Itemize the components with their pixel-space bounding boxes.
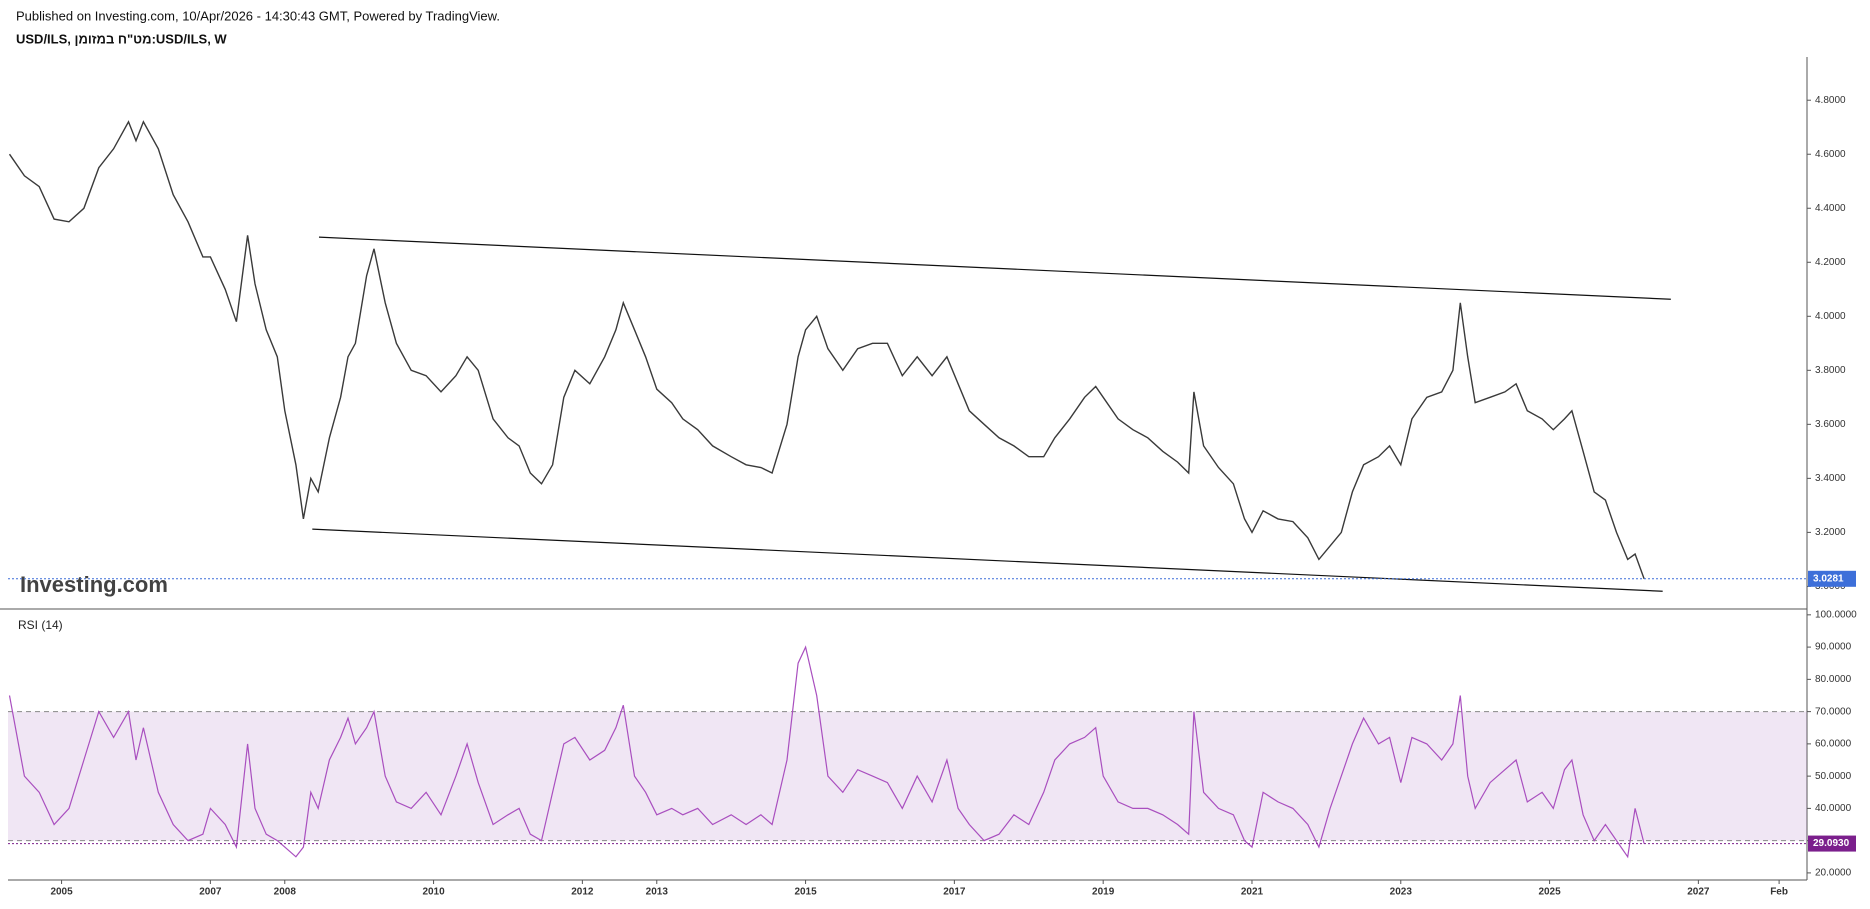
x-tick-label: 2025 (1538, 887, 1561, 898)
x-tick-label: 2023 (1390, 887, 1413, 898)
x-tick-label: 2021 (1241, 887, 1264, 898)
x-tick-label: Feb (1770, 887, 1788, 898)
y-tick-label: 4.4000 (1815, 203, 1846, 214)
y-tick-label: 4.6000 (1815, 149, 1846, 160)
symbol-title: USD/ILS, מט"ח במזומן:USD/ILS, W (16, 31, 227, 46)
trend-line (312, 528, 1663, 592)
rsi-title: RSI (14) (18, 618, 63, 632)
y-tick-label: 4.8000 (1815, 95, 1846, 106)
x-tick-label: 2008 (274, 887, 297, 898)
last-value-label: 29.0930 (1813, 838, 1850, 849)
y-tick-label: 40.0000 (1815, 803, 1852, 814)
y-tick-label: 4.0000 (1815, 311, 1846, 322)
last-value-label: 3.0281 (1813, 573, 1844, 584)
y-tick-label: 3.2000 (1815, 527, 1846, 538)
y-tick-label: 4.2000 (1815, 257, 1846, 268)
y-tick-label: 3.4000 (1815, 473, 1846, 484)
y-tick-label: 70.0000 (1815, 706, 1852, 717)
trend-line (318, 236, 1671, 300)
series-line (8, 120, 1645, 580)
published-note: Published on Investing.com, 10/Apr/2026 … (16, 8, 500, 23)
y-tick-label: 80.0000 (1815, 674, 1852, 685)
x-tick-label: 2017 (943, 887, 966, 898)
y-tick-label: 3.8000 (1815, 365, 1846, 376)
y-tick-label: 90.0000 (1815, 642, 1852, 653)
x-tick-label: 2010 (422, 887, 445, 898)
y-tick-label: 50.0000 (1815, 771, 1852, 782)
y-tick-label: 60.0000 (1815, 739, 1852, 750)
series-line (8, 645, 1645, 859)
rsi-band (8, 711, 1807, 841)
x-tick-label: 2015 (794, 887, 817, 898)
y-tick-label: 20.0000 (1815, 868, 1852, 879)
x-tick-label: 2027 (1687, 887, 1710, 898)
y-tick-label: 3.6000 (1815, 419, 1846, 430)
y-tick-label: 100.0000 (1815, 609, 1857, 620)
x-tick-label: 2007 (199, 887, 222, 898)
last-value-box (1808, 835, 1856, 852)
x-tick-label: 2005 (50, 887, 73, 898)
x-tick-label: 2013 (646, 887, 669, 898)
watermark: Investing.com (20, 572, 168, 597)
x-tick-label: 2019 (1092, 887, 1115, 898)
last-value-box (1808, 570, 1856, 587)
x-tick-label: 2012 (571, 887, 594, 898)
